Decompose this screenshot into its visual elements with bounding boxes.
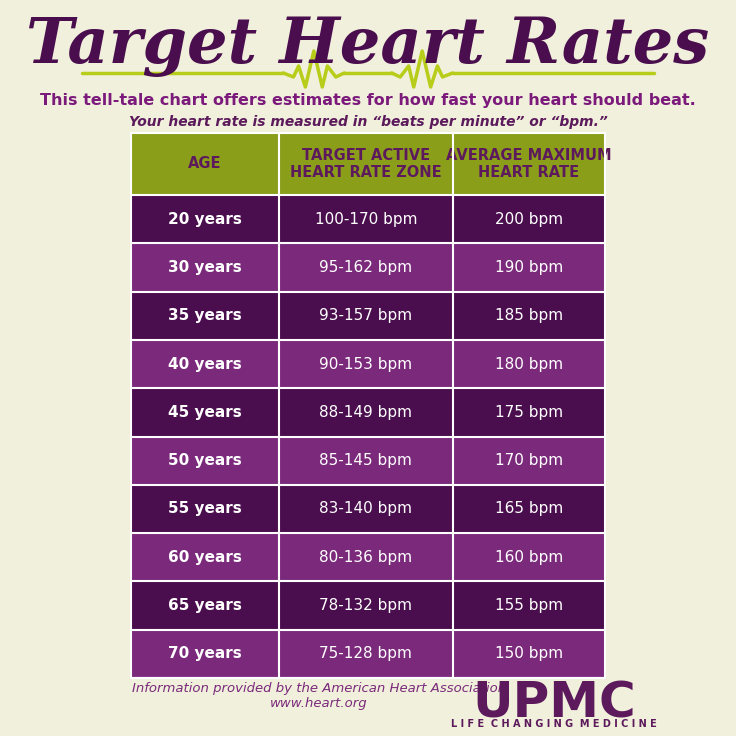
Text: 70 years: 70 years	[168, 646, 242, 662]
Text: 190 bpm: 190 bpm	[495, 260, 563, 275]
Text: 95-162 bpm: 95-162 bpm	[319, 260, 412, 275]
Text: 165 bpm: 165 bpm	[495, 501, 563, 517]
Bar	[279, 195, 453, 244]
Bar	[453, 630, 605, 678]
Text: 175 bpm: 175 bpm	[495, 405, 563, 420]
Text: 50 years: 50 years	[168, 453, 242, 468]
Text: 155 bpm: 155 bpm	[495, 598, 563, 613]
Text: 88-149 bpm: 88-149 bpm	[319, 405, 412, 420]
Bar	[453, 340, 605, 388]
Text: 185 bpm: 185 bpm	[495, 308, 563, 323]
Bar	[131, 195, 279, 244]
Text: TARGET ACTIVE
HEART RATE ZONE: TARGET ACTIVE HEART RATE ZONE	[290, 148, 442, 180]
Bar	[131, 630, 279, 678]
Text: Target Heart Rates: Target Heart Rates	[26, 15, 710, 77]
Bar	[279, 291, 453, 340]
Bar	[279, 581, 453, 630]
Text: UPMC: UPMC	[473, 680, 636, 728]
Text: 35 years: 35 years	[168, 308, 242, 323]
Text: AGE: AGE	[188, 157, 222, 171]
Text: 78-132 bpm: 78-132 bpm	[319, 598, 412, 613]
Bar	[131, 388, 279, 436]
Bar	[279, 485, 453, 533]
Bar	[279, 340, 453, 388]
Text: 150 bpm: 150 bpm	[495, 646, 563, 662]
Bar	[131, 291, 279, 340]
Bar	[279, 244, 453, 291]
Text: 20 years: 20 years	[168, 212, 242, 227]
Text: 85-145 bpm: 85-145 bpm	[319, 453, 412, 468]
Text: Your heart rate is measured in “beats per minute” or “bpm.”: Your heart rate is measured in “beats pe…	[129, 115, 607, 129]
Bar	[131, 485, 279, 533]
Text: 93-157 bpm: 93-157 bpm	[319, 308, 412, 323]
Text: 90-153 bpm: 90-153 bpm	[319, 356, 412, 372]
Text: 83-140 bpm: 83-140 bpm	[319, 501, 412, 517]
Text: 75-128 bpm: 75-128 bpm	[319, 646, 412, 662]
Bar	[279, 630, 453, 678]
Bar	[131, 436, 279, 485]
Text: This tell-tale chart offers estimates for how fast your heart should beat.: This tell-tale chart offers estimates fo…	[40, 93, 696, 107]
Text: 200 bpm: 200 bpm	[495, 212, 563, 227]
Bar	[279, 388, 453, 436]
Bar	[131, 581, 279, 630]
Bar	[131, 533, 279, 581]
Bar	[279, 533, 453, 581]
Text: 60 years: 60 years	[168, 550, 242, 565]
Bar	[453, 291, 605, 340]
Bar	[453, 388, 605, 436]
Text: L I F E  C H A N G I N G  M E D I C I N E: L I F E C H A N G I N G M E D I C I N E	[451, 719, 657, 729]
Bar	[279, 133, 453, 195]
Bar	[453, 195, 605, 244]
Text: 180 bpm: 180 bpm	[495, 356, 563, 372]
Bar	[453, 133, 605, 195]
Text: 100-170 bpm: 100-170 bpm	[314, 212, 417, 227]
Bar	[453, 581, 605, 630]
Text: 80-136 bpm: 80-136 bpm	[319, 550, 412, 565]
Bar	[453, 485, 605, 533]
Text: 45 years: 45 years	[168, 405, 242, 420]
Text: 40 years: 40 years	[168, 356, 242, 372]
Text: 160 bpm: 160 bpm	[495, 550, 563, 565]
Text: 170 bpm: 170 bpm	[495, 453, 563, 468]
Text: 65 years: 65 years	[168, 598, 242, 613]
Text: 55 years: 55 years	[168, 501, 242, 517]
Bar	[131, 133, 279, 195]
Text: AVERAGE MAXIMUM
HEART RATE: AVERAGE MAXIMUM HEART RATE	[446, 148, 612, 180]
Bar	[131, 340, 279, 388]
Bar	[453, 533, 605, 581]
Text: Information provided by the American Heart Association
www.heart.org: Information provided by the American Hea…	[132, 682, 506, 710]
Bar	[279, 436, 453, 485]
Bar	[453, 436, 605, 485]
Text: 30 years: 30 years	[168, 260, 242, 275]
Bar	[131, 244, 279, 291]
Bar	[453, 244, 605, 291]
